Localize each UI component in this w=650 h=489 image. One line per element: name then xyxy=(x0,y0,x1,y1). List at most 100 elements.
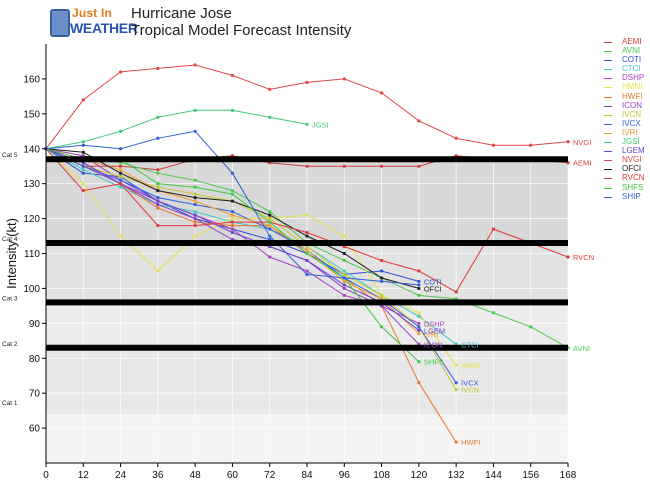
x-tick-label: 156 xyxy=(522,470,539,481)
legend-label: CTCI xyxy=(622,64,641,74)
data-point-rvcn xyxy=(156,223,160,228)
data-point-ship xyxy=(193,129,197,133)
legend-swatch xyxy=(604,123,612,125)
data-point-jgsi xyxy=(81,140,85,144)
y-tick-label: 100 xyxy=(23,284,40,295)
data-point-nvgi xyxy=(417,119,421,123)
data-point-dshp xyxy=(230,227,235,231)
data-point-dshp xyxy=(342,293,346,297)
data-point-ivcn xyxy=(193,192,197,196)
data-point-nvgi xyxy=(342,77,346,81)
legend-swatch xyxy=(604,196,612,198)
y-tick-label: 110 xyxy=(24,249,40,260)
data-point-ofci xyxy=(305,234,309,238)
x-tick-label: 120 xyxy=(411,470,428,481)
data-point-icon xyxy=(156,203,160,207)
x-tick-label: 84 xyxy=(301,470,313,481)
category-label: Cat 1 xyxy=(2,400,18,407)
data-point-ivcx xyxy=(454,381,458,385)
data-point-avni xyxy=(268,210,272,214)
x-tick-label: 48 xyxy=(190,470,202,481)
data-point-ofci xyxy=(379,276,384,280)
data-point-ofci xyxy=(156,189,160,193)
data-point-shfs xyxy=(417,360,421,364)
data-point-ship xyxy=(156,136,160,140)
data-point-hmni xyxy=(305,213,309,217)
legend-swatch xyxy=(604,178,612,180)
data-point-nvgi xyxy=(491,143,496,147)
legend-item: HWFI xyxy=(604,92,650,102)
x-tick-label: 12 xyxy=(78,470,90,481)
legend-label: NVGI xyxy=(622,155,642,165)
y-tick-label: 60 xyxy=(29,424,41,435)
legend-swatch xyxy=(604,132,612,134)
series-end-label: CTCI xyxy=(461,340,479,349)
data-point-rvcn xyxy=(379,258,384,263)
data-point-avni xyxy=(417,293,421,297)
data-point-avni xyxy=(193,178,197,182)
data-point-nvgi xyxy=(305,80,309,85)
y-tick-label: 70 xyxy=(29,389,41,400)
data-point-ivcn xyxy=(118,175,123,179)
x-tick-label: 96 xyxy=(339,470,351,481)
series-end-label: AVNI xyxy=(573,344,590,353)
tablet-icon xyxy=(50,9,70,37)
legend-swatch xyxy=(604,51,612,53)
data-point-shfs xyxy=(268,220,272,224)
category-label: Cat 3 xyxy=(2,295,18,302)
legend-label: RVCN xyxy=(622,173,645,183)
data-point-avni xyxy=(156,171,160,175)
legend-item: CTCI xyxy=(604,64,650,74)
data-point-nvgi xyxy=(379,91,384,95)
data-point-shfs xyxy=(305,251,309,256)
data-point-hmni xyxy=(193,234,197,238)
just-in-weather-logo: Just In WEATHER xyxy=(50,6,138,40)
y-tick-label: 150 xyxy=(23,109,40,120)
data-point-coti xyxy=(417,279,421,284)
data-point-ivcx xyxy=(268,227,272,231)
legend-label: COTI xyxy=(622,55,642,65)
logo-weather-text: WEATHER xyxy=(70,20,138,36)
legend-swatch xyxy=(604,60,612,62)
data-point-ctci xyxy=(118,185,123,189)
legend-label: IVCN xyxy=(622,109,642,119)
legend-label: ICON xyxy=(622,100,642,110)
legend-item: SHFS xyxy=(604,183,650,193)
data-point-ship xyxy=(305,272,309,277)
data-point-hmni xyxy=(342,234,346,238)
data-point-lgem xyxy=(417,328,421,332)
data-point-nvgi xyxy=(118,70,123,74)
data-point-rvcn xyxy=(230,220,235,224)
data-point-aemi xyxy=(156,168,160,172)
data-point-ctci xyxy=(417,314,421,318)
x-tick-label: 0 xyxy=(43,470,49,481)
data-point-ivcx xyxy=(417,325,421,329)
data-point-ofci xyxy=(417,286,421,291)
data-point-lgem xyxy=(230,230,235,235)
data-point-icon xyxy=(342,286,346,291)
data-point-ship xyxy=(81,143,85,147)
data-point-nvgi xyxy=(230,73,235,78)
legend-label: IVRI xyxy=(622,127,638,137)
y-tick-label: 160 xyxy=(23,74,40,85)
y-tick-label: 130 xyxy=(23,179,40,190)
data-point-lgem xyxy=(342,283,346,287)
legend-label: LGEM xyxy=(622,146,645,156)
data-point-ivri xyxy=(305,248,309,252)
data-point-ivcx xyxy=(118,178,123,182)
legend-label: AEMI xyxy=(622,37,642,46)
title-line-2: Tropical Model Forecast Intensity xyxy=(131,22,352,39)
data-point-rvcn xyxy=(454,290,458,294)
series-end-label: IVCN xyxy=(461,386,479,395)
data-point-ivcn xyxy=(268,216,272,221)
legend-item: IVCX xyxy=(604,119,650,129)
y-tick-label: 80 xyxy=(29,354,41,365)
legend-label: OFCI xyxy=(622,164,642,174)
data-point-shfs xyxy=(379,325,384,329)
data-point-rvcn xyxy=(81,189,85,193)
series-end-label: HWFI xyxy=(461,438,480,447)
data-point-jgsi xyxy=(305,122,309,126)
data-point-shfs xyxy=(156,182,160,186)
data-point-ivcx xyxy=(156,196,160,200)
